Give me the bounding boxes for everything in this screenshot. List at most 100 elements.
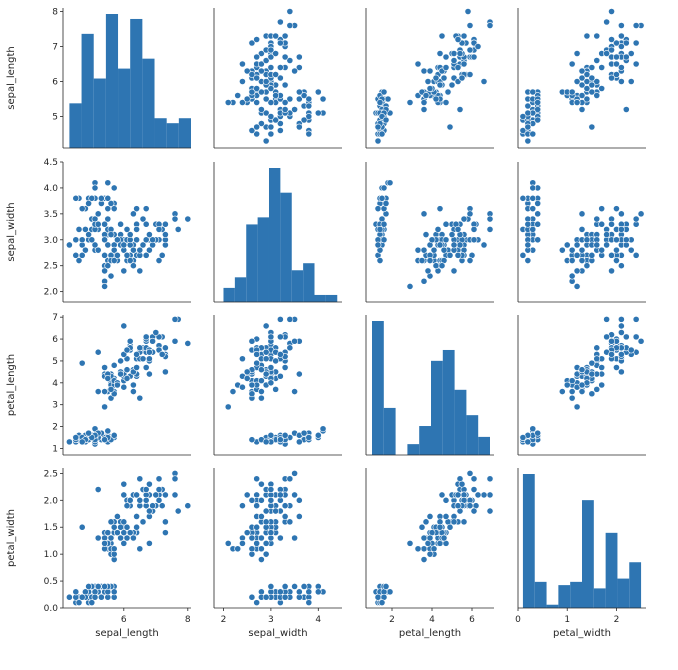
scatter-point	[258, 88, 265, 96]
scatter-point	[253, 523, 261, 531]
scatter-point	[258, 394, 265, 402]
scatter-point	[442, 513, 450, 520]
scatter-point	[262, 322, 270, 330]
scatter-point	[85, 200, 92, 207]
scatter-point	[420, 210, 428, 218]
y-axis-label: petal_width	[6, 509, 17, 567]
scatter-point	[145, 370, 153, 378]
scatter-point	[281, 502, 289, 510]
scatter-point	[295, 53, 303, 61]
scatter-point	[613, 246, 620, 254]
scatter-point	[286, 57, 294, 64]
scatter-point	[107, 385, 115, 393]
scatter-point	[573, 78, 581, 85]
scatter-point	[94, 210, 102, 218]
scatter-point	[524, 102, 532, 110]
scatter-point	[267, 529, 275, 537]
histogram-bar	[466, 415, 479, 455]
scatter-point	[380, 220, 388, 228]
histogram-bar	[431, 360, 443, 455]
scatter-point	[253, 85, 261, 92]
scatter-point	[563, 381, 571, 389]
scatter-point	[248, 436, 256, 444]
scatter-point	[583, 32, 591, 40]
scatter-point	[101, 539, 108, 547]
scatter-point	[267, 486, 275, 493]
scatter-point	[253, 502, 261, 510]
scatter-point	[603, 333, 611, 341]
histogram-bar	[314, 294, 326, 302]
scatter-point	[117, 523, 124, 531]
scatter-point	[529, 194, 537, 202]
scatter-point	[272, 32, 280, 40]
scatter-point	[139, 355, 147, 363]
scatter-point	[276, 350, 284, 358]
scatter-point	[161, 231, 169, 238]
histogram-bar	[454, 389, 467, 455]
scatter-point	[593, 241, 601, 249]
y-axis-label: sepal_length	[6, 46, 17, 110]
scatter-point	[376, 99, 384, 106]
scatter-point	[133, 350, 140, 358]
scatter-point	[78, 523, 86, 531]
scatter-point	[253, 475, 261, 483]
scatter-point	[430, 545, 438, 553]
scatter-point	[258, 377, 265, 385]
scatter-point	[454, 502, 462, 510]
scatter-point	[524, 438, 532, 446]
scatter-point	[382, 116, 390, 124]
scatter-point	[486, 22, 494, 29]
scatter-point	[319, 425, 327, 433]
scatter-point	[300, 583, 308, 590]
scatter-point	[286, 8, 294, 15]
scatter-point	[123, 226, 131, 233]
scatter-point	[253, 359, 261, 367]
scatter-point	[632, 22, 640, 29]
scatter-point	[617, 22, 625, 29]
scatter-point	[171, 475, 179, 483]
scatter-point	[258, 534, 265, 542]
scatter-point	[424, 267, 432, 275]
scatter-point	[438, 32, 446, 40]
scatter-point	[448, 81, 456, 89]
scatter-point	[450, 241, 458, 249]
scatter-point	[414, 246, 422, 254]
y-tick-label: 3.5	[44, 210, 58, 220]
scatter-point	[454, 36, 462, 43]
scatter-point	[627, 50, 635, 57]
scatter-point	[248, 39, 256, 47]
scatter-point	[286, 518, 294, 526]
scatter-point	[386, 179, 394, 187]
scatter-point	[480, 491, 488, 499]
scatter-point	[598, 220, 606, 228]
scatter-point	[117, 220, 124, 228]
scatter-point	[107, 518, 115, 526]
histogram-bar	[617, 578, 630, 608]
scatter-point	[578, 246, 586, 254]
scatter-point	[75, 257, 83, 264]
scatter-point	[243, 67, 251, 75]
scatter-point	[286, 315, 294, 323]
scatter-point	[248, 337, 256, 345]
scatter-point	[583, 236, 591, 244]
y-tick-label: 6	[52, 335, 58, 345]
scatter-point	[114, 381, 121, 389]
scatter-point	[142, 364, 150, 371]
scatter-point	[272, 357, 280, 365]
scatter-point	[262, 348, 270, 356]
scatter-point	[276, 18, 284, 26]
scatter-point	[120, 241, 128, 249]
scatter-point	[104, 262, 112, 270]
scatter-point	[474, 491, 482, 499]
scatter-point	[440, 74, 448, 82]
scatter-point	[145, 348, 153, 356]
panel-sepal_length-vs-petal_length	[365, 8, 494, 149]
scatter-point	[519, 251, 527, 259]
scatter-point	[267, 364, 275, 371]
scatter-point	[314, 109, 322, 117]
scatter-point	[126, 257, 134, 264]
y-tick-label: 8	[52, 8, 58, 18]
scatter-point	[253, 539, 261, 547]
scatter-point	[239, 60, 246, 68]
scatter-point	[442, 220, 450, 228]
